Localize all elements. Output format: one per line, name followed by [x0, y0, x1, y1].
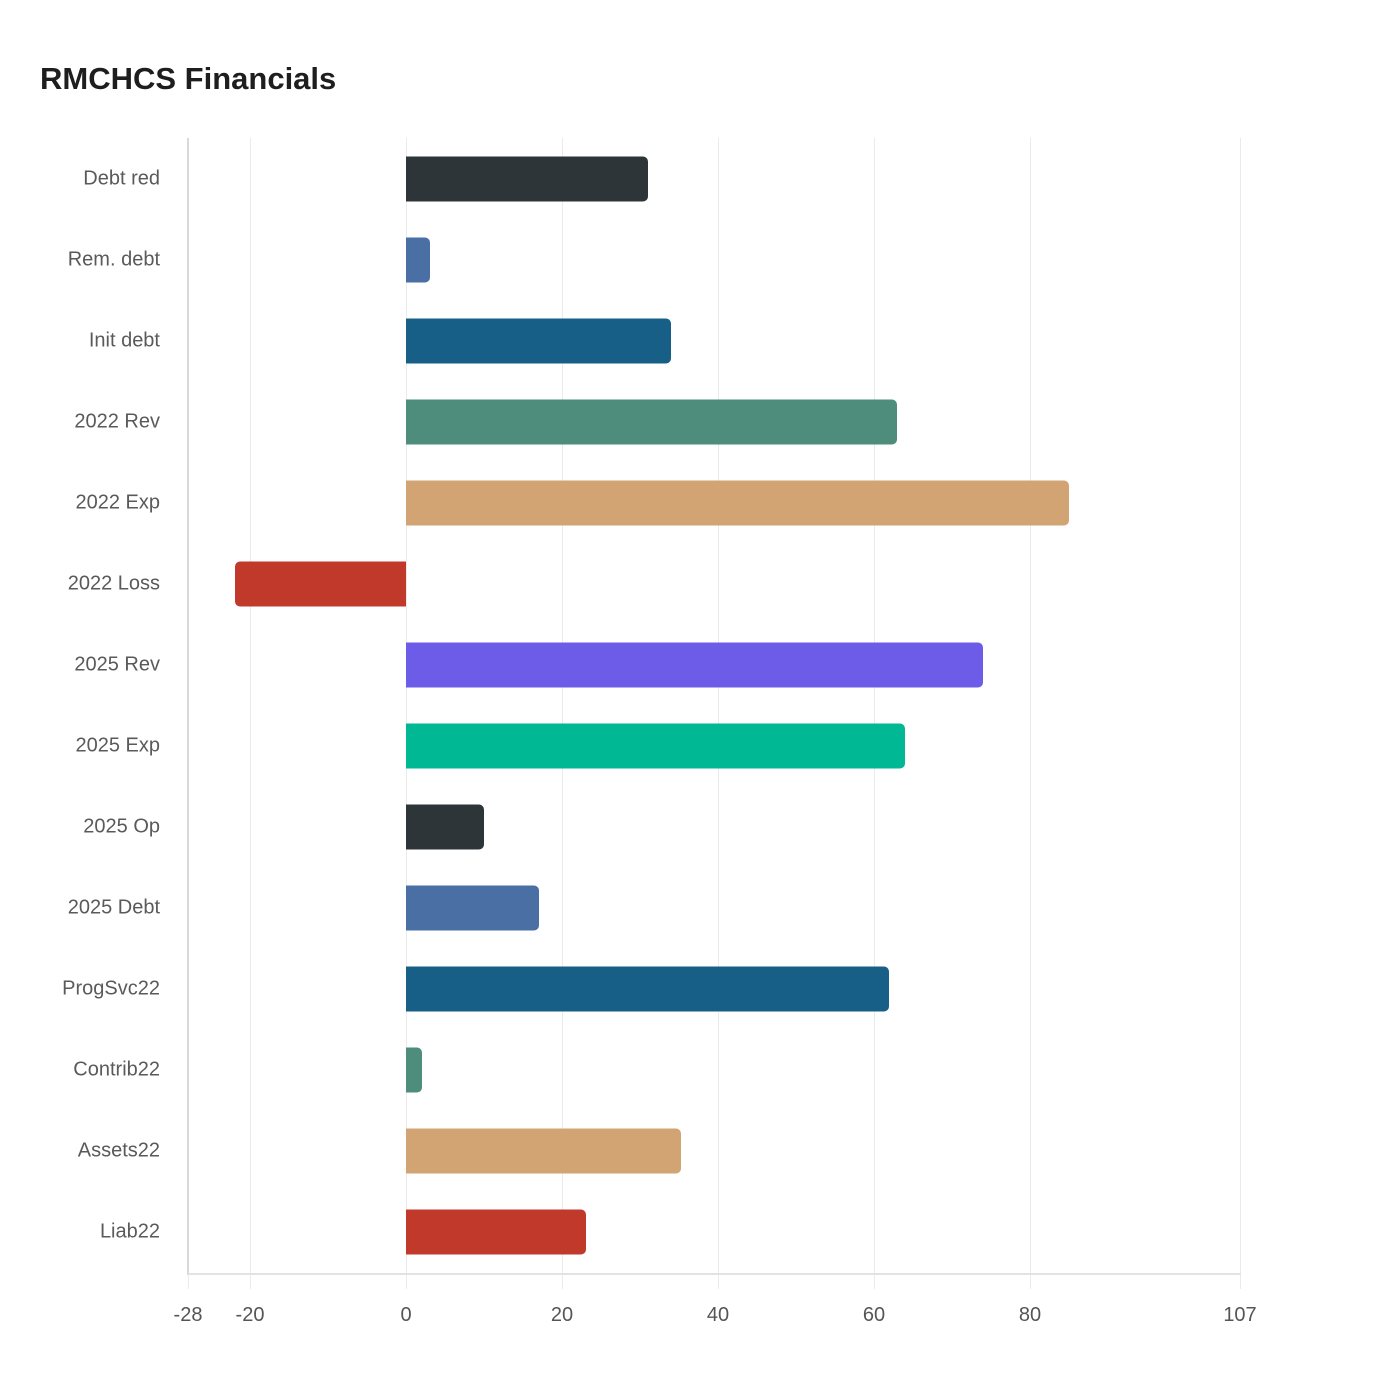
x-tick-label: 40 — [706, 1304, 730, 1326]
x-tick-mark — [406, 1275, 407, 1289]
bar[interactable] — [406, 1047, 422, 1093]
y-category-label: Rem. debt — [67, 248, 160, 271]
bar[interactable] — [406, 642, 983, 688]
bar[interactable] — [406, 1209, 587, 1255]
x-tick-label: 0 — [400, 1304, 412, 1326]
gridline — [250, 138, 251, 1274]
bar[interactable] — [406, 156, 648, 202]
x-tick-mark — [1030, 1275, 1031, 1289]
x-tick-label: 107 — [1223, 1304, 1257, 1326]
bar[interactable] — [406, 1128, 682, 1174]
x-tick-label: 80 — [1018, 1304, 1042, 1326]
gridline — [562, 138, 563, 1274]
gridline — [874, 138, 875, 1274]
gridline — [1030, 138, 1031, 1274]
bar[interactable] — [234, 561, 407, 607]
bar[interactable] — [406, 804, 485, 850]
y-category-label: 2022 Rev — [74, 410, 160, 433]
x-tick-label: 20 — [550, 1304, 574, 1326]
y-category-label: ProgSvc22 — [62, 977, 160, 1000]
gridline — [1240, 138, 1241, 1274]
y-category-label: 2025 Rev — [74, 653, 160, 676]
y-category-label: Init debt — [88, 329, 160, 352]
y-category-label: 2025 Exp — [75, 734, 160, 757]
x-tick-mark — [562, 1275, 563, 1289]
bar[interactable] — [406, 399, 898, 445]
chart-title: RMCHCS Financials — [40, 61, 337, 96]
x-tick-label: -20 — [235, 1304, 265, 1326]
x-tick-mark — [718, 1275, 719, 1289]
gridline — [406, 138, 407, 1274]
y-category-label: Contrib22 — [73, 1058, 160, 1081]
x-tick-mark — [188, 1275, 189, 1289]
y-category-label: 2025 Debt — [67, 896, 160, 919]
y-category-label: 2022 Loss — [67, 572, 160, 595]
bar[interactable] — [406, 480, 1069, 526]
y-category-label: Debt red — [83, 167, 160, 190]
x-tick-mark — [250, 1275, 251, 1289]
bar[interactable] — [406, 723, 905, 769]
x-axis-line — [188, 1273, 1241, 1275]
bar[interactable] — [406, 318, 672, 364]
y-axis-line — [187, 138, 189, 1275]
y-category-label: Assets22 — [77, 1139, 160, 1162]
gridline — [718, 138, 719, 1274]
x-tick-label: -28 — [173, 1304, 203, 1326]
y-category-label: 2025 Op — [83, 815, 160, 838]
y-category-label: 2022 Exp — [75, 491, 160, 514]
x-tick-mark — [874, 1275, 875, 1289]
bar[interactable] — [406, 885, 539, 931]
bar[interactable] — [406, 966, 890, 1012]
x-tick-mark — [1240, 1275, 1241, 1289]
x-tick-label: 60 — [862, 1304, 886, 1326]
bar[interactable] — [406, 237, 430, 283]
y-category-label: Liab22 — [99, 1220, 160, 1243]
